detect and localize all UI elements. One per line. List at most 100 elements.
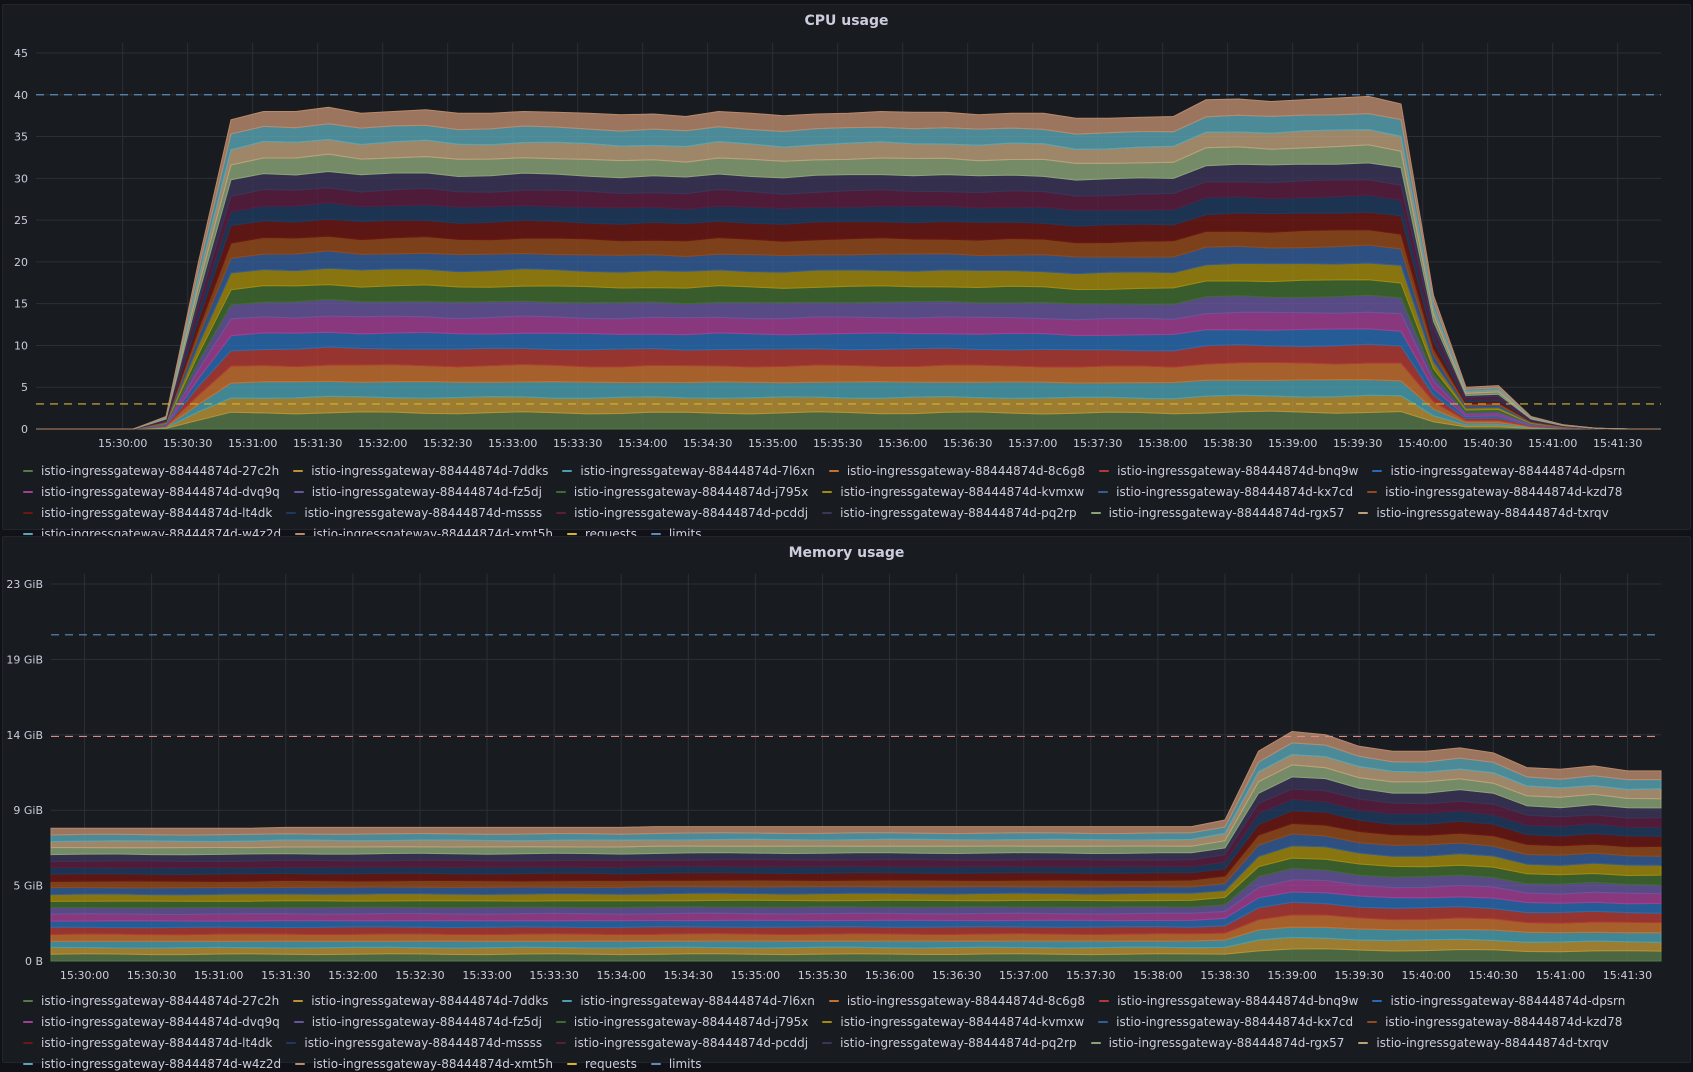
y-tick-label: 5 — [21, 381, 28, 394]
legend-color-swatch — [828, 469, 839, 472]
legend-color-swatch — [566, 1062, 577, 1065]
x-tick-label: 15:32:30 — [395, 969, 444, 982]
legend-label: istio-ingressgateway-88444874d-pq2rp — [840, 505, 1077, 520]
legend-label: limits — [668, 1056, 702, 1071]
legend-label: istio-ingressgateway-88444874d-txrqv — [1376, 1035, 1609, 1050]
legend-item[interactable]: istio-ingressgateway-88444874d-mssss — [286, 504, 542, 521]
legend-item[interactable]: istio-ingressgateway-88444874d-7l6xn — [562, 462, 815, 479]
legend-color-swatch — [822, 511, 833, 514]
legend-item[interactable]: istio-ingressgateway-88444874d-dpsrn — [1372, 462, 1625, 479]
legend-color-swatch — [293, 999, 304, 1002]
legend-item[interactable]: istio-ingressgateway-88444874d-mssss — [286, 1034, 542, 1051]
x-tick-label: 15:34:30 — [664, 969, 713, 982]
legend-label: istio-ingressgateway-88444874d-mssss — [304, 1035, 543, 1050]
legend-color-swatch — [23, 532, 33, 535]
legend-color-swatch — [23, 511, 33, 514]
x-tick-label: 15:39:00 — [1268, 437, 1317, 450]
legend-item[interactable]: istio-ingressgateway-88444874d-rgx57 — [1090, 1034, 1344, 1051]
legend-item[interactable]: istio-ingressgateway-88444874d-rgx57 — [1090, 504, 1345, 521]
legend-color-swatch — [828, 999, 839, 1002]
legend-label: istio-ingressgateway-88444874d-w4z2d — [41, 1056, 282, 1071]
x-tick-label: 15:41:00 — [1528, 437, 1577, 450]
legend-item[interactable]: istio-ingressgateway-88444874d-kx7cd — [1098, 1013, 1353, 1030]
legend-item[interactable]: istio-ingressgateway-88444874d-8c6g8 — [828, 992, 1085, 1009]
legend-item[interactable]: istio-ingressgateway-88444874d-fz5dj — [293, 483, 542, 500]
x-tick-label: 15:35:30 — [813, 437, 862, 450]
x-tick-label: 15:34:30 — [683, 437, 732, 450]
legend-item[interactable]: istio-ingressgateway-88444874d-kvmxw — [822, 483, 1084, 500]
legend-item[interactable]: istio-ingressgateway-88444874d-7ddks — [293, 462, 548, 479]
legend-color-swatch — [1098, 490, 1109, 493]
x-tick-label: 15:32:00 — [358, 437, 407, 450]
legend-item[interactable]: istio-ingressgateway-88444874d-lt4dk — [23, 504, 272, 521]
legend-label: istio-ingressgateway-88444874d-rgx57 — [1108, 505, 1345, 520]
legend-item[interactable]: istio-ingressgateway-88444874d-txrqv — [1358, 504, 1609, 521]
legend-item[interactable]: istio-ingressgateway-88444874d-w4z2d — [23, 1055, 281, 1072]
legend-item[interactable]: istio-ingressgateway-88444874d-27c2h — [23, 462, 279, 479]
legend-item[interactable]: istio-ingressgateway-88444874d-pcddj — [556, 1034, 808, 1051]
legend-label: istio-ingressgateway-88444874d-bnq9w — [1117, 463, 1359, 478]
legend-label: istio-ingressgateway-88444874d-7l6xn — [580, 463, 815, 478]
legend-item[interactable]: istio-ingressgateway-88444874d-txrqv — [1358, 1034, 1609, 1051]
x-tick-label: 15:35:30 — [798, 969, 847, 982]
legend-color-swatch — [650, 1062, 661, 1065]
legend-item[interactable]: istio-ingressgateway-88444874d-xmt5h — [295, 1055, 553, 1072]
legend-item[interactable]: istio-ingressgateway-88444874d-kvmxw — [822, 1013, 1084, 1030]
legend-color-swatch — [1372, 999, 1383, 1002]
legend-label: istio-ingressgateway-88444874d-7l6xn — [580, 993, 815, 1008]
legend-item[interactable]: istio-ingressgateway-88444874d-pq2rp — [822, 504, 1077, 521]
legend-item[interactable]: istio-ingressgateway-88444874d-8c6g8 — [828, 462, 1085, 479]
legend-item[interactable]: istio-ingressgateway-88444874d-bnq9w — [1099, 462, 1358, 479]
legend-label: istio-ingressgateway-88444874d-fz5dj — [311, 484, 542, 499]
legend-item[interactable]: istio-ingressgateway-88444874d-j795x — [555, 483, 808, 500]
legend-color-swatch — [23, 469, 33, 472]
panel-title: Memory usage — [788, 545, 905, 561]
legend-item[interactable]: istio-ingressgateway-88444874d-pq2rp — [822, 1034, 1077, 1051]
cpu-legend: istio-ingressgateway-88444874d-27c2h isti… — [23, 462, 1682, 542]
legend-item[interactable]: istio-ingressgateway-88444874d-lt4dk — [23, 1034, 272, 1051]
series-area[interactable] — [36, 95, 1661, 430]
legend-label: istio-ingressgateway-88444874d-txrqv — [1376, 505, 1609, 520]
legend-item[interactable]: limits — [650, 1055, 702, 1072]
legend-label: istio-ingressgateway-88444874d-kzd78 — [1385, 484, 1623, 499]
legend-color-swatch — [562, 469, 573, 472]
x-tick-label: 15:31:00 — [194, 969, 243, 982]
x-tick-label: 15:33:00 — [488, 437, 537, 450]
legend-item[interactable]: requests — [566, 1055, 637, 1072]
legend-label: istio-ingressgateway-88444874d-7ddks — [311, 993, 549, 1008]
legend-item[interactable]: istio-ingressgateway-88444874d-7l6xn — [562, 992, 815, 1009]
legend-label: istio-ingressgateway-88444874d-dvq9q — [41, 484, 280, 499]
legend-label: istio-ingressgateway-88444874d-pcddj — [574, 505, 809, 520]
legend-item[interactable]: istio-ingressgateway-88444874d-j795x — [555, 1013, 808, 1030]
legend-label: istio-ingressgateway-88444874d-pq2rp — [840, 1035, 1077, 1050]
legend-item[interactable]: istio-ingressgateway-88444874d-fz5dj — [293, 1013, 542, 1030]
legend-item[interactable]: istio-ingressgateway-88444874d-dpsrn — [1372, 992, 1625, 1009]
legend-item[interactable]: istio-ingressgateway-88444874d-bnq9w — [1099, 992, 1358, 1009]
legend-label: istio-ingressgateway-88444874d-dpsrn — [1390, 463, 1626, 478]
legend-item[interactable]: istio-ingressgateway-88444874d-kzd78 — [1367, 1013, 1622, 1030]
legend-color-swatch — [1090, 1041, 1101, 1044]
x-tick-label: 15:34:00 — [618, 437, 667, 450]
series-area[interactable] — [50, 730, 1662, 836]
legend-item[interactable]: istio-ingressgateway-88444874d-dvq9q — [23, 483, 280, 500]
legend-item[interactable]: istio-ingressgateway-88444874d-pcddj — [556, 504, 808, 521]
cpu-usage-panel: CPU usage 0 5 10 15 20 25 30 35 40 45 15:30:00 15:3… — [2, 4, 1691, 541]
x-tick-label: 15:38:00 — [1138, 437, 1187, 450]
legend-color-swatch — [23, 1041, 33, 1044]
legend-item[interactable]: istio-ingressgateway-88444874d-kx7cd — [1098, 483, 1353, 500]
x-tick-label: 15:36:30 — [932, 969, 981, 982]
x-tick-label: 15:33:00 — [462, 969, 511, 982]
legend-color-swatch — [286, 1041, 297, 1044]
legend-label: istio-ingressgateway-88444874d-kvmxw — [840, 484, 1085, 499]
legend-color-swatch — [1372, 469, 1383, 472]
legend-item[interactable]: istio-ingressgateway-88444874d-7ddks — [293, 992, 548, 1009]
legend-color-swatch — [1090, 511, 1101, 514]
legend-item[interactable]: istio-ingressgateway-88444874d-kzd78 — [1367, 483, 1622, 500]
legend-item[interactable]: istio-ingressgateway-88444874d-dvq9q — [23, 1013, 280, 1030]
legend-color-swatch — [295, 532, 306, 535]
x-tick-label: 15:39:30 — [1333, 437, 1382, 450]
x-tick-label: 15:30:00 — [98, 437, 147, 450]
x-tick-label: 15:41:00 — [1536, 969, 1585, 982]
x-tick-label: 15:30:30 — [127, 969, 176, 982]
legend-item[interactable]: istio-ingressgateway-88444874d-27c2h — [23, 992, 279, 1009]
